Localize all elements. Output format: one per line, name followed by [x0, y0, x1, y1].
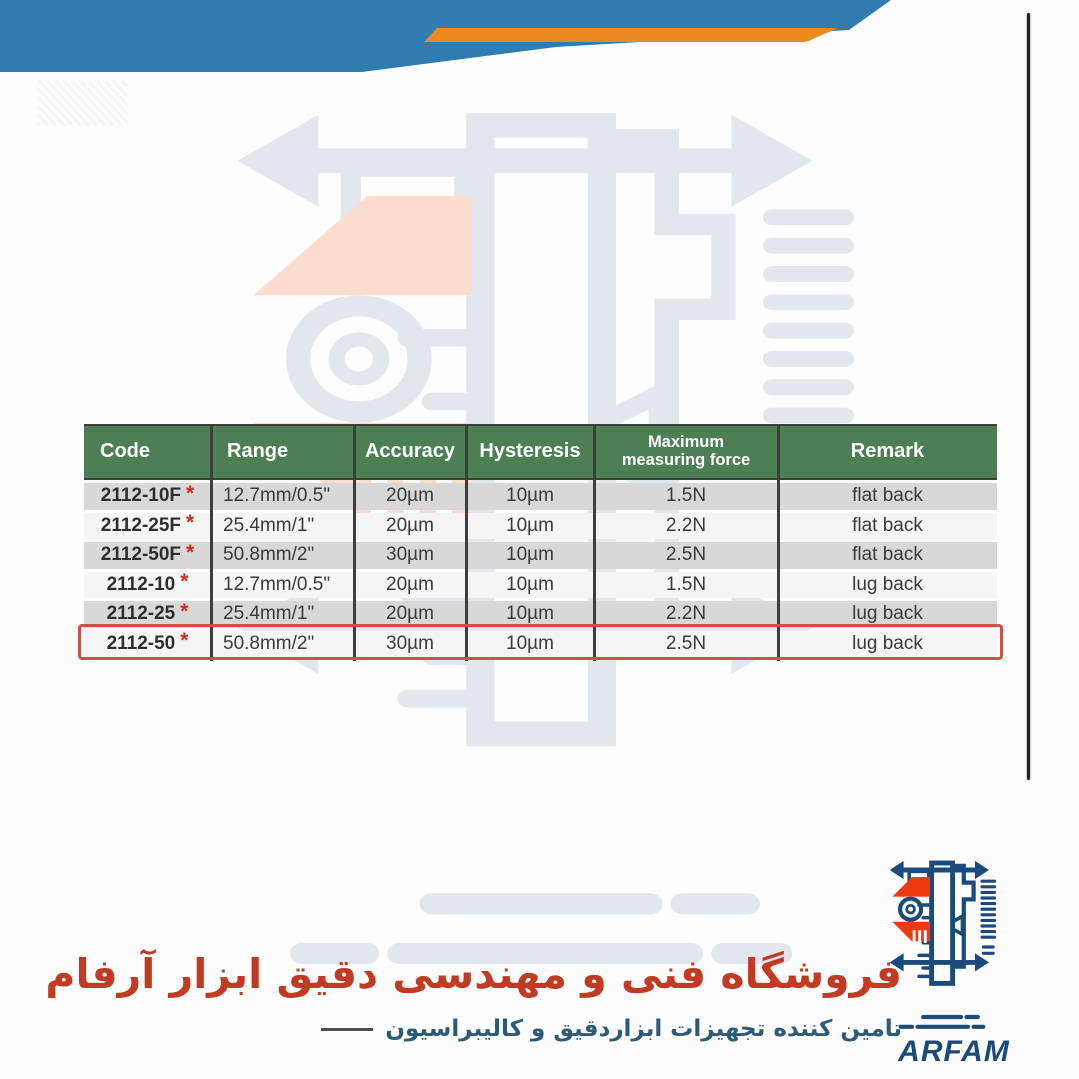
cell-remark: lug back: [852, 603, 923, 625]
cell-code: 2112-50F *: [84, 542, 211, 569]
header-cell-code: Code: [100, 440, 150, 463]
header-cell-remark: Remark: [850, 440, 925, 463]
code-star-icon: *: [180, 599, 189, 623]
cell-force: 1.5N: [665, 485, 707, 507]
spec-table: Code Range Accuracy Hysteresis Maximum measu…: [78, 424, 1003, 661]
cell-hysteresis: 10µm: [506, 544, 554, 566]
cell-force: 2.5N: [665, 632, 707, 654]
code-star-icon: *: [180, 570, 189, 594]
table-row: 2112-10F * 12.7mm/0.5" 20µm 10µm 1.5N flat bac…: [84, 483, 997, 510]
cell-range: 12.7mm/0.5": [223, 573, 331, 595]
subtitle-dash: [321, 1027, 374, 1031]
cell-hysteresis: 10µm: [506, 573, 554, 595]
code-star-icon: *: [186, 540, 195, 564]
cell-code: 2112-25F *: [84, 511, 211, 540]
cell-range: 25.4mm/1": [223, 603, 315, 625]
cell-range: 25.4mm/1": [223, 514, 315, 536]
store-subtitle: تامین کننده تجهیزات ابزاردقیق و کالیبراس…: [321, 1016, 902, 1042]
banner: [0, 0, 891, 72]
cell-range: 50.8mm/2": [223, 632, 315, 654]
header-cell-force: Maximum measuring force: [621, 433, 751, 469]
cell-code: 2112-50 *: [84, 629, 211, 658]
header-cell-accuracy: Accuracy: [364, 440, 456, 463]
cell-hysteresis: 10µm: [506, 485, 554, 507]
cell-range: 50.8mm/2": [223, 544, 315, 566]
cell-code: 2112-10 *: [84, 570, 211, 599]
cell-force: 1.5N: [665, 573, 707, 595]
cell-accuracy: 30µm: [386, 544, 434, 566]
cell-accuracy: 20µm: [386, 485, 434, 507]
code-text: 2112-10F: [100, 485, 182, 507]
code-star-icon: *: [186, 481, 195, 505]
table-row: 2112-50F * 50.8mm/2" 30µm 10µm 2.5N flat back: [84, 542, 997, 569]
cell-remark: lug back: [852, 573, 923, 595]
store-subtitle-text: تامین کننده تجهیزات ابزاردقیق و کالیبراس…: [385, 1016, 902, 1042]
cell-remark: flat back: [852, 514, 923, 536]
cell-accuracy: 20µm: [386, 573, 434, 595]
column-divider: [209, 424, 213, 661]
code-star-icon: *: [180, 629, 189, 653]
table-row: 2112-25F * 25.4mm/1" 20µm 10µm 2.2N flat back: [84, 511, 997, 540]
code-star-icon: *: [186, 511, 195, 535]
cell-hysteresis: 10µm: [506, 514, 554, 536]
header-cell-range: Range: [227, 440, 289, 463]
arfam-logo-icon: [884, 856, 1024, 1038]
cell-accuracy: 20µm: [386, 603, 434, 625]
code-text: 2112-25: [106, 603, 176, 625]
cell-accuracy: 20µm: [386, 514, 434, 536]
cell-code: 2112-25 *: [84, 601, 211, 628]
column-divider: [464, 424, 468, 661]
banner-orange-stripe: [424, 28, 838, 42]
cell-remark: lug back: [852, 632, 923, 654]
column-divider: [776, 424, 780, 661]
code-text: 2112-25F: [100, 514, 182, 536]
table-row: 2112-50 * 50.8mm/2" 30µm 10µm 2.5N lug back: [84, 629, 997, 658]
cell-range: 12.7mm/0.5": [223, 485, 331, 507]
column-divider: [352, 424, 356, 661]
store-title: فروشگاه فنی و مهندسی دقیق ابزار آرفام: [45, 950, 902, 998]
scan-edge-line: [1027, 13, 1030, 780]
highlight-box: [78, 624, 1003, 660]
table-row: 2112-25 * 25.4mm/1" 20µm 10µm 2.2N lug back: [84, 601, 997, 628]
cell-hysteresis: 10µm: [506, 603, 554, 625]
header-cell-hysteresis: Hysteresis: [479, 440, 581, 463]
cell-code: 2112-10F *: [84, 483, 211, 510]
table-row: 2112-10 * 12.7mm/0.5" 20µm 10µm 1.5N lug back: [84, 570, 997, 599]
cell-force: 2.5N: [665, 544, 707, 566]
cell-remark: flat back: [852, 485, 923, 507]
brand-name: ARFAM: [898, 1035, 1010, 1068]
code-text: 2112-50: [106, 632, 176, 654]
column-divider: [592, 424, 596, 661]
code-text: 2112-10: [106, 573, 176, 595]
cell-force: 2.2N: [665, 514, 707, 536]
table-body: 2112-10F * 12.7mm/0.5" 20µm 10µm 1.5N flat bac…: [84, 483, 997, 657]
cell-force: 2.2N: [665, 603, 707, 625]
code-text: 2112-50F: [100, 544, 182, 566]
cell-remark: flat back: [852, 544, 923, 566]
table-header-row: Code Range Accuracy Hysteresis Maximum measu…: [84, 424, 997, 480]
scan-noise: [38, 80, 128, 125]
cell-hysteresis: 10µm: [506, 632, 554, 654]
cell-accuracy: 30µm: [386, 632, 434, 654]
